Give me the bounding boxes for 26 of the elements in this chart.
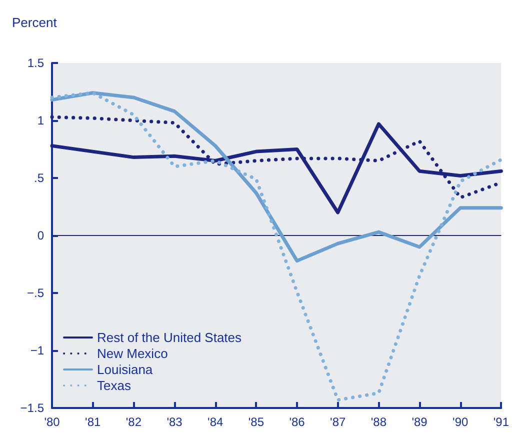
x-tick-label: '88 — [370, 415, 387, 429]
x-tick-label: '91 — [493, 415, 510, 429]
legend-label: Rest of the United States — [97, 330, 242, 345]
x-tick-label: '82 — [126, 415, 142, 429]
y-tick-label: 1 — [37, 114, 44, 128]
y-tick-label: −1 — [30, 344, 44, 358]
y-tick-label: .5 — [34, 171, 44, 185]
y-tick-label: 1.5 — [27, 56, 44, 70]
y-tick-label: −1.5 — [20, 401, 44, 415]
x-tick-label: '86 — [289, 415, 306, 429]
legend-label: Texas — [97, 378, 132, 393]
x-tick-label: '81 — [85, 415, 101, 429]
x-tick-label: '80 — [44, 415, 60, 429]
x-tick-label: '84 — [208, 415, 224, 429]
x-tick-label: '87 — [330, 415, 346, 429]
legend-label: New Mexico — [97, 346, 168, 361]
x-tick-label: '89 — [412, 415, 428, 429]
line-series — [50, 91, 503, 263]
y-axis-title: Percent — [12, 15, 58, 30]
line-series — [50, 91, 503, 402]
x-tick-label: '85 — [248, 415, 264, 429]
x-tick-label: '90 — [452, 415, 468, 429]
x-tick-label: '83 — [166, 415, 183, 429]
y-tick-label: 0 — [37, 228, 44, 242]
y-tick-label: −.5 — [26, 286, 44, 300]
legend-label: Louisiana — [97, 362, 154, 377]
